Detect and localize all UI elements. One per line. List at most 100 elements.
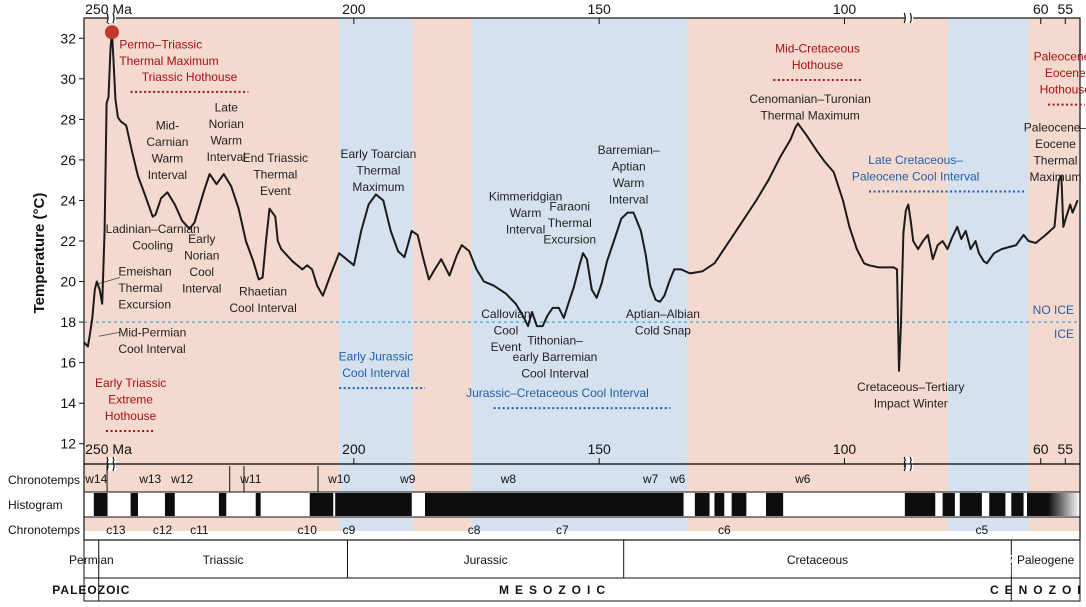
temperature-point [888, 266, 890, 268]
temperature-point [848, 226, 850, 228]
temperature-point [181, 220, 183, 222]
temperature-point [193, 222, 195, 224]
temperature-point [1035, 242, 1037, 244]
annotation-text: Mid- [156, 119, 179, 133]
panel-frame [83, 463, 1081, 541]
temperature-point [1045, 234, 1047, 236]
annotation-text: End Triassic [243, 151, 308, 165]
annotation-text: Norian [184, 249, 219, 263]
annotation-text: Warm [211, 133, 243, 147]
temperature-point [668, 280, 670, 283]
temperature-point [261, 276, 264, 279]
ice-threshold: NO ICE ICE [84, 303, 1080, 341]
band-pink-0 [84, 18, 340, 531]
annotation-text: Thermal [1033, 154, 1077, 168]
annotation-text: Late Cretaceous– [868, 153, 963, 167]
temperature-point [755, 199, 757, 202]
temperature-point [649, 285, 651, 287]
x-bottom-tick-label: 250 Ma [85, 441, 132, 457]
temperature-point [542, 325, 544, 327]
temperature-point [291, 260, 294, 262]
temperature-point [993, 252, 995, 254]
temperature-point [806, 134, 808, 137]
temperature-point [258, 278, 260, 281]
chronotemp-cool-label: c12 [153, 523, 173, 537]
annotations: Permo–Triassic Thermal Maximum Triassic Ho… [95, 37, 1086, 423]
chronotemp-warm-label: w8 [500, 472, 517, 486]
temperature-point [922, 240, 924, 242]
histogram-band [218, 493, 227, 516]
annotation-text: Cooling [132, 238, 173, 252]
temperature-point [927, 234, 929, 236]
band-blue-5 [947, 18, 1029, 531]
temperature-point [951, 236, 954, 238]
annotation-text: Impact Winter [874, 397, 948, 411]
temperature-point [252, 260, 254, 262]
chronotemp-warm-label: w12 [170, 472, 193, 486]
temperature-point [397, 250, 399, 252]
temperature-point [632, 212, 635, 214]
temperature-point [155, 214, 157, 216]
temperature-point [620, 218, 622, 220]
temperature-point [596, 297, 598, 299]
temperature-point [1053, 226, 1056, 228]
temperature-point [627, 212, 629, 214]
annotation-text: Cretaceous–Tertiary [857, 380, 964, 394]
y-tick-label: 26 [60, 152, 76, 168]
temperature-point [274, 216, 276, 218]
annotation-text: Callovian [481, 307, 530, 321]
temperature-point [965, 230, 967, 232]
annotation-text: Event [260, 184, 291, 198]
histogram-band [765, 493, 784, 516]
temperature-point [89, 333, 91, 335]
temperature-point [144, 193, 146, 195]
temperature-point [767, 179, 770, 181]
temperature-point [382, 199, 384, 202]
temperature-point [956, 226, 958, 228]
temperature-point [353, 264, 355, 266]
temperature-point [311, 268, 313, 270]
temperature-point [863, 262, 865, 264]
timescale-panel: Chronotemps Histogram Chronotemps w14 w13 w12… [0, 463, 1086, 607]
histogram-band [989, 493, 1006, 516]
band-pink-4 [687, 18, 948, 531]
annotation-text: Cool Interval [118, 342, 185, 356]
temperature-point [640, 230, 642, 232]
annotation-text: Mid-Permian [118, 325, 186, 339]
axes: Temperature (°C) [31, 193, 48, 314]
annotation-text: Thermal [356, 163, 400, 177]
annotation-text: Cool [189, 265, 214, 279]
annotation-text: Thermal Maximum [760, 109, 859, 123]
chronotemp-cool-label: c5 [976, 523, 989, 537]
axis-break-gap [905, 13, 914, 23]
temperature-point [120, 120, 122, 122]
temperature-point [536, 325, 538, 327]
ice-label: ICE [1054, 327, 1074, 341]
histogram-band [335, 493, 412, 516]
temperature-point [546, 315, 548, 317]
x-top-tick-label: 200 [342, 1, 366, 17]
histogram-band [255, 493, 261, 516]
temperature-point [558, 307, 560, 309]
temperature-point [969, 248, 972, 250]
annotation-text: Early [188, 232, 215, 246]
temperature-point [367, 203, 370, 206]
annotation-text: Thermal [548, 216, 592, 230]
annotation-text: Maximum [1029, 170, 1081, 184]
temperature-point [1027, 240, 1030, 242]
axis-break-gap [107, 461, 116, 471]
histogram-band [93, 493, 108, 516]
band-pink-2 [412, 18, 472, 531]
x-bottom-tick-label: 100 [833, 441, 857, 457]
x-top-tick-label: 100 [833, 1, 857, 17]
temperature-point [960, 238, 962, 240]
temperature-point [152, 216, 154, 218]
temperature-point [902, 232, 904, 234]
temperature-point [789, 139, 792, 141]
temperature-point [268, 207, 271, 210]
temperature-point [779, 157, 781, 159]
watermark: 知乎 @小楷 [886, 551, 1014, 579]
temperature-point [101, 303, 103, 305]
x-top-tick-label: 150 [587, 1, 611, 17]
temperature-point [125, 124, 127, 127]
